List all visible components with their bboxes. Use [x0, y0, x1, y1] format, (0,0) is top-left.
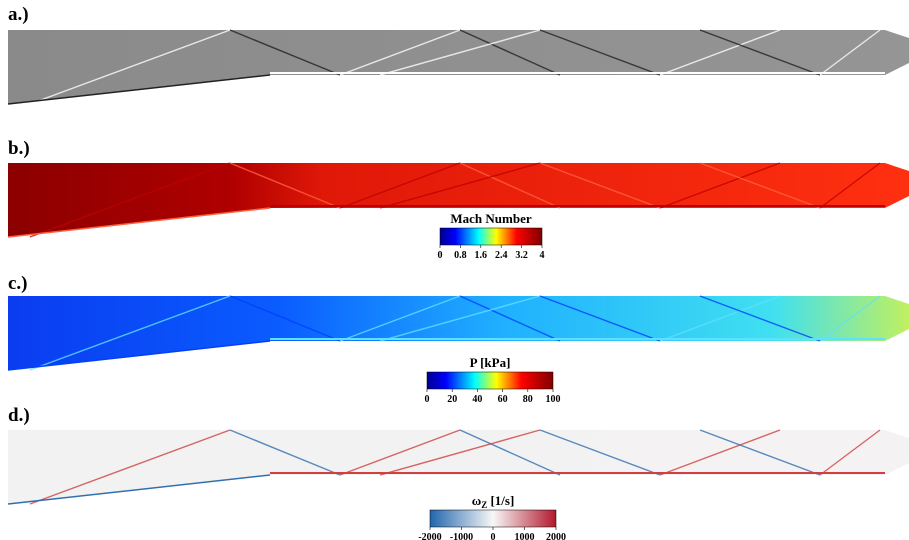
colorbar-tick-label: 0.8: [454, 250, 467, 261]
colorbar-tick-label: 80: [523, 394, 533, 405]
panel: c.) P [kPa] 0 20 40 60 80 100: [8, 273, 909, 405]
colorbar-tick-label: 0: [438, 250, 443, 261]
colorbar: [427, 372, 553, 389]
panel-label: d.): [8, 405, 30, 426]
colorbar: [430, 510, 556, 527]
colorbar-tick-label: 1.6: [475, 250, 488, 261]
colorbar-tick-label: 1000: [515, 532, 535, 540]
colorbar-tick-label: 4: [540, 250, 545, 261]
flow-field: [8, 430, 909, 504]
colorbar: [440, 228, 542, 245]
colorbar-tick-label: 0: [491, 532, 496, 540]
panel: a.): [8, 4, 909, 104]
panel-label: b.): [8, 138, 30, 159]
panels: a.) b.) Mach Number 0 0.8 1.6 2.4 3.2 4 c.) P [kPa…: [8, 4, 909, 540]
colorbar-title: P [kPa]: [470, 355, 511, 370]
panel-label: a.): [8, 4, 29, 25]
flow-field: [8, 296, 909, 370]
colorbar-title: ωZ [1/s]: [472, 493, 515, 510]
title-symbol: ω: [472, 493, 482, 508]
title-unit: [1/s]: [490, 493, 514, 508]
flow-field: [8, 30, 909, 104]
panel: b.) Mach Number 0 0.8 1.6 2.4 3.2 4: [8, 138, 909, 261]
panel: d.) ωZ [1/s] -2000 -1000 0 1000 2000: [8, 405, 909, 540]
panel-label: c.): [8, 273, 28, 294]
colorbar-tick-label: 100: [546, 394, 561, 405]
figure: a.) b.) Mach Number 0 0.8 1.6 2.4 3.2 4 c.) P [kPa…: [0, 0, 909, 540]
colorbar-tick-label: 2.4: [495, 250, 508, 261]
colorbar-tick-label: 40: [472, 394, 482, 405]
colorbar-tick-label: 60: [498, 394, 508, 405]
colorbar-tick-label: 0: [425, 394, 430, 405]
colorbar-tick-label: -2000: [418, 532, 441, 540]
colorbar-tick-label: 3.2: [515, 250, 528, 261]
colorbar-title: Mach Number: [450, 211, 531, 226]
colorbar-tick-label: -1000: [450, 532, 473, 540]
colorbar-tick-label: 20: [447, 394, 457, 405]
colorbar-tick-label: 2000: [546, 532, 566, 540]
